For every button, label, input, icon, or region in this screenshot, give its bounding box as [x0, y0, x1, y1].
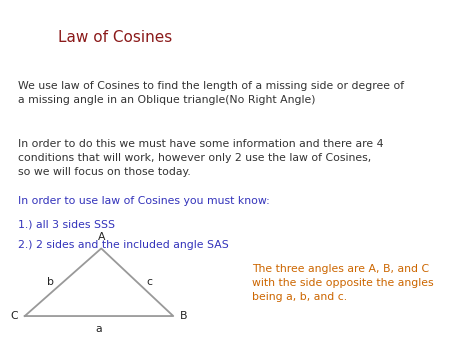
Text: The three angles are A, B, and C
with the side opposite the angles
being a, b, a: The three angles are A, B, and C with th… [252, 264, 434, 301]
Text: c: c [146, 277, 152, 287]
Text: In order to do this we must have some information and there are 4
conditions tha: In order to do this we must have some in… [18, 139, 383, 176]
Text: C: C [10, 311, 18, 321]
Text: b: b [47, 277, 54, 287]
Text: 2.) 2 sides and the included angle SAS: 2.) 2 sides and the included angle SAS [18, 240, 229, 250]
Text: Law of Cosines: Law of Cosines [58, 30, 173, 45]
Text: We use law of Cosines to find the length of a missing side or degree of
a missin: We use law of Cosines to find the length… [18, 81, 404, 105]
Text: a: a [96, 324, 102, 335]
Text: 1.) all 3 sides SSS: 1.) all 3 sides SSS [18, 220, 115, 230]
Text: A: A [98, 232, 105, 242]
Text: In order to use law of Cosines you must know:: In order to use law of Cosines you must … [18, 196, 270, 206]
Text: B: B [180, 311, 188, 321]
